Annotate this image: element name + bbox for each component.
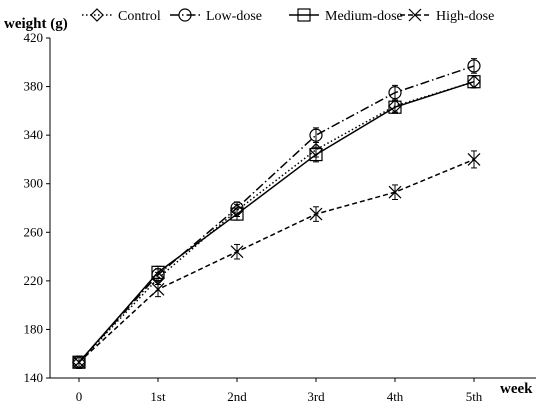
series-high-dose (72, 150, 481, 369)
legend-item-high-dose: High-dose (400, 8, 494, 24)
y-tick-label: 300 (24, 176, 44, 191)
series-line-control (78, 80, 475, 363)
x-tick-label: 3rd (307, 389, 325, 404)
x-tick-label: 4th (387, 389, 404, 404)
data-point-high-dose (230, 245, 244, 259)
y-ticks: 140 180 220 260 300 340 380 420 (24, 30, 50, 385)
legend-label: Low-dose (206, 9, 262, 24)
legend-item-low-dose: Low-dose (170, 8, 262, 24)
legend: Control Low-dose Medium-dose High-dose (82, 8, 494, 24)
data-point-high-dose (151, 282, 165, 296)
data-point-medium-dose (388, 100, 402, 114)
y-tick-label: 220 (24, 273, 44, 288)
series-line-medium-dose (78, 81, 475, 363)
y-axis-title: weight (g) (4, 16, 68, 32)
series-line-low-dose (78, 65, 475, 363)
y-tick-label: 140 (24, 370, 44, 385)
y-tick-label: 420 (24, 30, 44, 45)
series-control (72, 74, 481, 370)
x-tick-label: 1st (150, 389, 166, 404)
legend-label: Control (118, 9, 161, 24)
data-point-medium-dose (467, 75, 481, 89)
x-tick-label: 2nd (227, 389, 247, 404)
series-medium-dose (72, 75, 481, 369)
data-point-low-dose (388, 86, 402, 100)
data-point-high-dose (388, 185, 402, 199)
x-tick-label: 5th (466, 389, 483, 404)
x-axis-title: week (500, 381, 533, 397)
legend-label: Medium-dose (325, 9, 403, 24)
data-point-high-dose (72, 355, 86, 369)
legend-item-medium-dose: Medium-dose (289, 8, 403, 24)
series-layer (72, 58, 481, 370)
data-point-low-dose (467, 59, 481, 73)
data-point-high-dose (467, 153, 481, 166)
y-tick-label: 340 (24, 127, 44, 142)
data-point-medium-dose (151, 265, 165, 279)
y-tick-label: 180 (24, 321, 44, 336)
series-line-high-dose (78, 158, 475, 363)
data-point-low-dose (309, 128, 323, 142)
legend-item-control: Control (82, 8, 161, 24)
y-tick-label: 260 (24, 224, 44, 239)
legend-label: High-dose (436, 9, 494, 24)
series-low-dose (72, 58, 481, 369)
data-point-medium-dose (230, 207, 244, 221)
legend-marker (90, 8, 104, 22)
x-ticks: 0 1st 2nd 3rd 4th 5th (76, 378, 483, 404)
data-point-high-dose (309, 207, 323, 221)
x-tick-label: 0 (76, 389, 83, 404)
legend-marker (178, 8, 192, 22)
data-point-medium-dose (309, 147, 323, 162)
axes (49, 38, 536, 379)
legend-marker (408, 8, 422, 22)
y-tick-label: 380 (24, 79, 44, 94)
legend-marker (297, 8, 311, 22)
